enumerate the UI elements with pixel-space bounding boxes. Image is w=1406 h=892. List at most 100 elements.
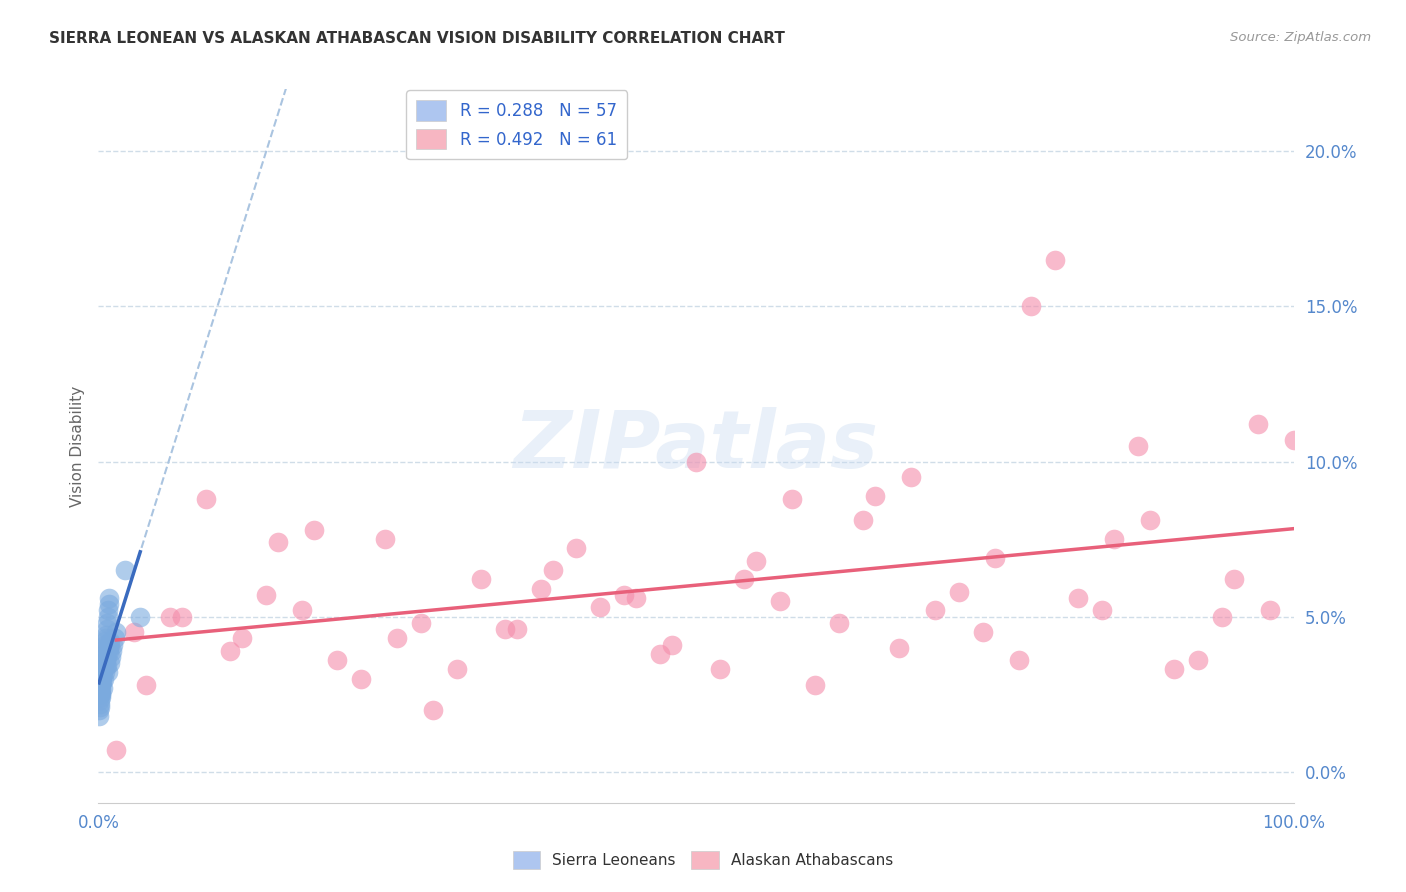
Point (626, 591, 648, 605)
Point (97, 665, 120, 680)
Point (101, 644, 124, 658)
Point (302, 523, 325, 537)
Point (374, 532, 396, 546)
Point (100, 650, 122, 665)
Point (103, 632, 125, 646)
Point (1187, 653, 1209, 667)
Point (97, 644, 120, 658)
Point (470, 573, 492, 587)
Point (589, 600, 612, 615)
Point (865, 489, 887, 503)
Point (1019, 299, 1042, 313)
Point (103, 638, 125, 652)
Point (94, 653, 117, 667)
Text: SIERRA LEONEAN VS ALASKAN ATHABASCAN VISION DISABILITY CORRELATION CHART: SIERRA LEONEAN VS ALASKAN ATHABASCAN VIS… (49, 31, 785, 46)
Point (900, 470, 922, 484)
Point (613, 588, 636, 602)
Point (87, 709, 110, 723)
Point (94, 665, 117, 680)
Point (1091, 603, 1114, 617)
Point (91, 662, 114, 676)
Legend: R = 0.288   N = 57, R = 0.492   N = 61: R = 0.288 N = 57, R = 0.492 N = 61 (406, 90, 627, 160)
Point (541, 563, 564, 577)
Point (90, 681, 112, 695)
Point (96, 650, 118, 665)
Point (1008, 653, 1031, 667)
Point (135, 678, 157, 692)
Point (90, 674, 112, 689)
Point (1247, 417, 1270, 432)
Point (89, 703, 111, 717)
Point (96, 622, 118, 636)
Point (924, 603, 946, 617)
Point (780, 491, 803, 506)
Point (129, 609, 152, 624)
Point (291, 603, 314, 617)
Point (769, 594, 792, 608)
Point (124, 625, 146, 640)
Point (105, 625, 128, 640)
Point (385, 632, 409, 646)
Point (172, 609, 194, 624)
Point (972, 625, 994, 640)
Point (97, 603, 120, 617)
Point (650, 647, 672, 661)
Point (1258, 603, 1281, 617)
Point (411, 615, 433, 630)
Point (94, 644, 117, 658)
Point (93, 656, 115, 670)
Point (889, 640, 911, 655)
Point (89, 687, 111, 701)
Point (93, 647, 115, 661)
Point (1282, 433, 1305, 447)
Point (105, 743, 128, 757)
Point (661, 638, 683, 652)
Point (494, 622, 516, 636)
Point (219, 644, 242, 658)
Point (159, 609, 181, 624)
Point (89, 699, 111, 714)
Point (89, 693, 111, 707)
Point (506, 622, 529, 636)
Point (91, 662, 114, 676)
Point (709, 662, 731, 676)
Point (94, 634, 117, 648)
Point (90, 678, 112, 692)
Point (90, 687, 112, 701)
Point (1139, 513, 1161, 527)
Point (267, 535, 290, 549)
Point (745, 554, 768, 568)
Point (1211, 609, 1233, 624)
Legend: Sierra Leoneans, Alaskan Athabascans: Sierra Leoneans, Alaskan Athabascans (506, 845, 900, 875)
Point (93, 656, 115, 670)
Point (90, 684, 112, 698)
Point (446, 662, 468, 676)
Y-axis label: Vision Disability: Vision Disability (69, 385, 84, 507)
Point (94, 638, 117, 652)
Point (1128, 439, 1150, 453)
Point (984, 550, 1007, 565)
Point (89, 697, 111, 711)
Point (733, 573, 755, 587)
Point (852, 513, 875, 527)
Point (91, 668, 114, 682)
Point (114, 563, 136, 577)
Point (94, 628, 117, 642)
Point (93, 650, 115, 665)
Point (91, 662, 114, 676)
Point (1163, 662, 1185, 676)
Point (530, 582, 553, 596)
Point (565, 541, 588, 556)
Point (422, 703, 444, 717)
Point (685, 454, 707, 468)
Point (90, 674, 112, 689)
Point (93, 640, 115, 655)
Text: Source: ZipAtlas.com: Source: ZipAtlas.com (1230, 31, 1371, 45)
Point (1043, 252, 1066, 267)
Point (93, 656, 115, 670)
Point (231, 632, 253, 646)
Point (350, 672, 373, 686)
Point (98, 638, 121, 652)
Point (1223, 573, 1246, 587)
Point (91, 668, 114, 682)
